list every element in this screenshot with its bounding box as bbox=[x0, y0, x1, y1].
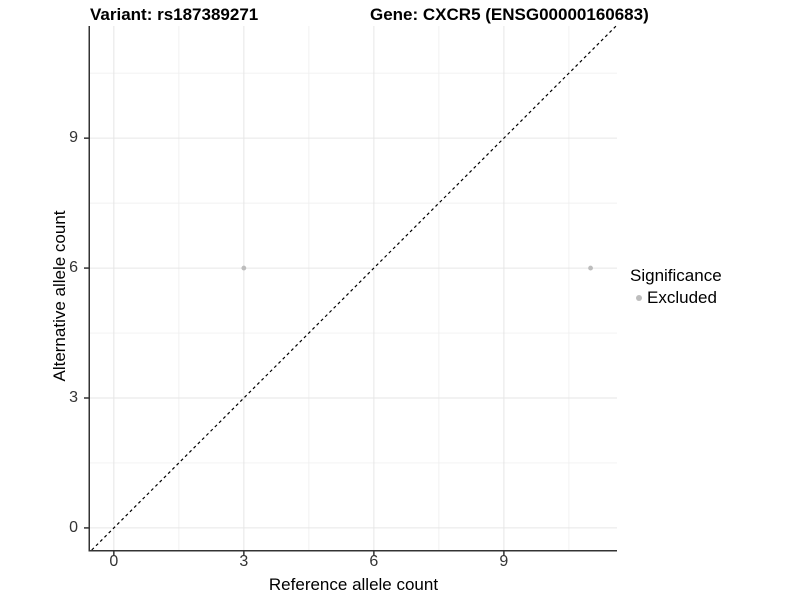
excluded-point-icon bbox=[636, 295, 642, 301]
x-tick-label: 6 bbox=[369, 553, 379, 570]
y-tick-label: 3 bbox=[69, 388, 78, 406]
y-tick-label: 0 bbox=[69, 518, 78, 536]
legend-item-label: Excluded bbox=[647, 288, 717, 307]
data-point bbox=[588, 265, 593, 271]
legend-item-excluded: Excluded bbox=[630, 288, 722, 308]
y-axis-title: Alternative allele count bbox=[50, 210, 69, 382]
data-point bbox=[241, 265, 247, 271]
identity-line bbox=[91, 25, 617, 551]
y-tick-label: 6 bbox=[69, 259, 78, 277]
x-tick-label: 0 bbox=[109, 553, 119, 570]
x-tick-label: 9 bbox=[499, 553, 509, 570]
variant-title: Variant: rs187389271 bbox=[90, 5, 259, 24]
x-tick-label: 3 bbox=[239, 553, 249, 570]
y-tick-label: 9 bbox=[69, 129, 78, 147]
x-axis-title: Reference allele count bbox=[268, 575, 439, 594]
legend-title: Significance bbox=[630, 266, 722, 285]
gene-title: Gene: CXCR5 (ENSG00000160683) bbox=[370, 5, 649, 24]
legend: Significance Excluded bbox=[630, 266, 722, 308]
